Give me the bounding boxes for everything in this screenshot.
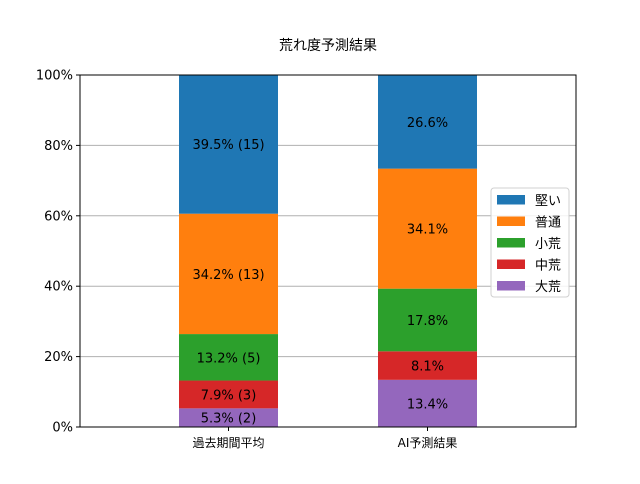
data-label: 17.8% bbox=[407, 314, 448, 329]
bar-segment bbox=[378, 75, 477, 169]
legend-label: 中荒 bbox=[535, 259, 561, 274]
data-label: 13.2% (5) bbox=[197, 351, 261, 366]
bar-segment bbox=[179, 74, 278, 214]
y-tick-label: 100% bbox=[36, 69, 73, 84]
bar-segment bbox=[179, 334, 278, 381]
legend-label: 大荒 bbox=[535, 280, 561, 295]
data-label: 7.9% (3) bbox=[201, 388, 257, 403]
legend-swatch bbox=[497, 281, 525, 291]
legend-label: 堅い bbox=[535, 194, 561, 209]
x-tick-label: 過去期間平均 bbox=[192, 436, 264, 450]
chart-title: 荒れ度予測結果 bbox=[279, 38, 377, 54]
x-tick-label: AI予測結果 bbox=[398, 436, 458, 450]
data-label: 34.1% bbox=[407, 223, 448, 238]
legend-swatch bbox=[497, 259, 525, 269]
y-tick-label: 60% bbox=[44, 209, 73, 224]
data-label: 39.5% (15) bbox=[192, 138, 264, 153]
bar-segment bbox=[378, 379, 477, 427]
bar-segment bbox=[378, 288, 477, 352]
bar-segment bbox=[179, 380, 278, 409]
legend-swatch bbox=[497, 238, 525, 248]
y-tick-label: 0% bbox=[52, 421, 73, 436]
legend-label: 普通 bbox=[535, 216, 561, 231]
legend-box bbox=[490, 187, 570, 298]
bar-segment bbox=[378, 168, 477, 289]
bar-segment bbox=[179, 408, 278, 427]
bar-segment bbox=[179, 213, 278, 335]
data-label: 34.2% (13) bbox=[192, 268, 264, 283]
data-label: 8.1% bbox=[411, 360, 444, 375]
legend-swatch bbox=[497, 195, 525, 205]
legend-swatch bbox=[497, 216, 525, 226]
data-label: 26.6% bbox=[407, 116, 448, 131]
y-tick-label: 80% bbox=[44, 139, 73, 154]
data-label: 13.4% bbox=[407, 397, 448, 412]
y-tick-label: 20% bbox=[44, 350, 73, 365]
plot-frame bbox=[79, 74, 577, 428]
data-label: 5.3% (2) bbox=[201, 412, 257, 427]
legend-label: 小荒 bbox=[535, 237, 561, 252]
bar-segment bbox=[378, 351, 477, 380]
y-tick-label: 40% bbox=[44, 280, 73, 295]
